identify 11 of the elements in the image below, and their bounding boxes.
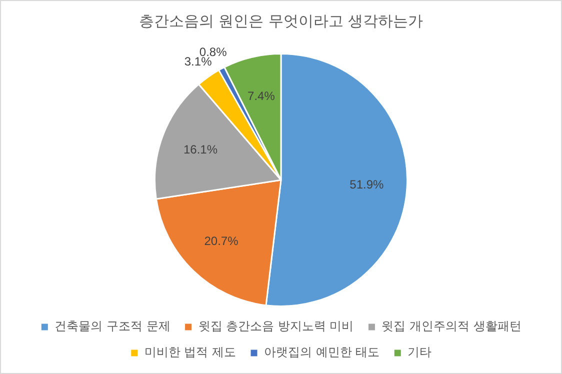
legend-label: 미비한 법적 제도 [144, 345, 236, 360]
data-label: 20.7% [204, 234, 239, 248]
legend-label: 윗집 층간소음 방지노력 미비 [198, 319, 354, 334]
data-label: 16.1% [183, 142, 218, 156]
chart-title: 층간소음의 원인은 무엇이라고 생각하는가 [138, 12, 424, 30]
legend-label: 윗집 개인주의적 생활패턴 [382, 319, 522, 334]
legend-label: 아랫집의 예민한 태도 [264, 345, 380, 360]
data-label: 7.4% [248, 88, 276, 103]
legend-label: 기타 [408, 345, 432, 360]
data-label: 51.9% [350, 177, 384, 192]
legend-label: 건축물의 구조적 문제 [54, 319, 170, 334]
